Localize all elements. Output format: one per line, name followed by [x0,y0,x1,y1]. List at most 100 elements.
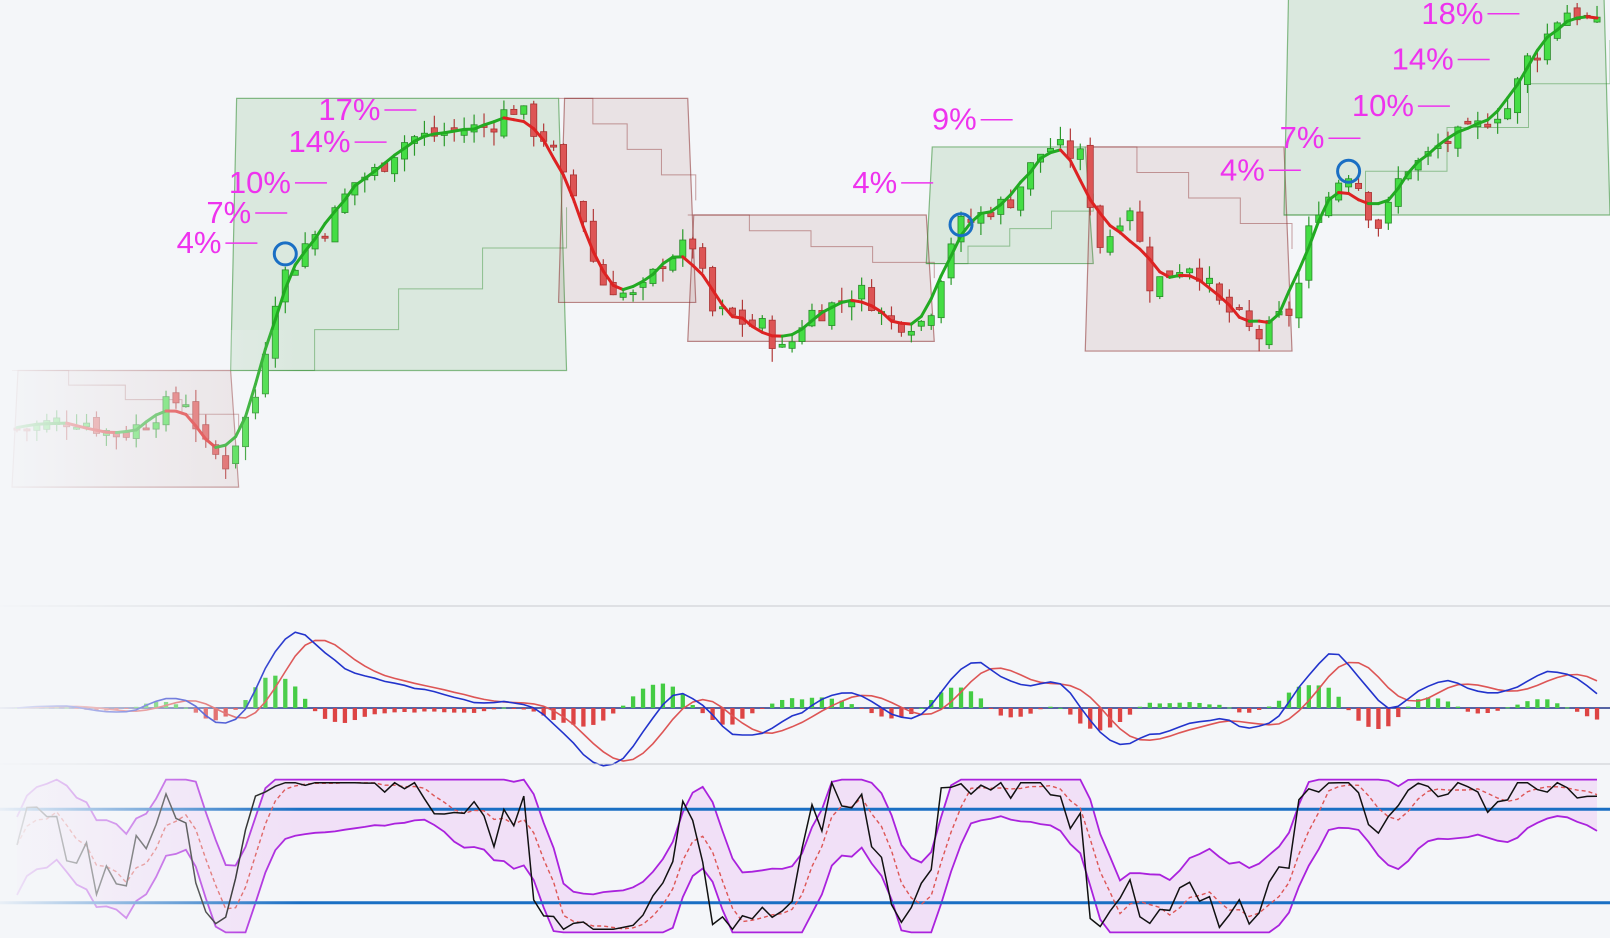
trend-segment [432,131,446,136]
trend-segment [94,428,108,434]
trend-segment [1039,151,1052,160]
candle-body [1533,57,1541,61]
macd-histogram-bar [273,675,278,708]
macd-histogram-bar [531,708,536,712]
candle [530,100,538,147]
trend-segment [1535,35,1549,52]
candle [1384,196,1392,230]
candle-body [172,392,180,404]
trend-segment [1088,198,1102,215]
oscillator-panel [0,778,1610,934]
candle-body [1106,236,1114,253]
trend-segment [999,193,1013,207]
trend-segment [661,255,675,266]
trend-segment [512,118,526,124]
trend-segment [363,169,377,181]
trend-segment [542,138,556,160]
trend-segment [939,254,953,278]
trend-segment [760,330,774,338]
trend-segment [273,287,287,322]
macd-histogram-bar [1227,707,1232,709]
trend-segment [850,298,864,304]
macd-histogram-bar [591,708,596,725]
trend-segment [1237,315,1251,323]
macd-histogram-bar [1584,708,1590,717]
candle [520,105,528,120]
trend-segment [780,333,794,338]
trend-segment [1217,294,1231,307]
macd-histogram-bar [1207,704,1212,708]
trend-segment [750,324,764,334]
candle-body [520,105,528,115]
trend-segment [343,184,357,202]
candle [758,315,766,332]
macd-histogram-bar [779,699,785,708]
candle-body [391,157,399,175]
macd-histogram-bar [1445,701,1451,708]
macd-histogram-bar [412,708,417,713]
macd-histogram-bar [1247,708,1252,713]
trend-segment [959,220,973,237]
trend-segment [552,156,566,177]
macd-histogram-bar [978,698,984,708]
trend-segment [691,263,705,277]
trend-segment [641,272,655,283]
candle [1444,131,1452,153]
macd-histogram-bar [571,708,576,725]
candle-body [232,445,240,465]
macd-histogram-bar [1157,703,1162,708]
candle-body [937,281,945,319]
trend-segment [1456,126,1470,134]
candle-body [321,235,329,239]
macd-histogram-bar [1187,702,1192,708]
macd-histogram-bar [1594,708,1600,720]
candle-body [1494,118,1502,124]
candle-body [927,315,935,326]
macd-histogram-bar [1396,708,1401,718]
macd-histogram-bar [988,708,994,709]
candle-body [669,258,677,271]
candle-body [1146,246,1154,292]
trend-segment [1207,286,1221,298]
candle-body [1007,199,1015,209]
trend-segment [1307,219,1321,249]
trend-segment [1555,19,1569,32]
candle [1156,276,1164,300]
trend-segment [1098,211,1112,228]
macd-histogram-bar [481,708,487,712]
trend-segment [1386,186,1400,202]
candle-body [500,109,508,137]
macd-histogram-bar [1097,708,1103,731]
candle-body [1086,144,1094,208]
trend-segment [1357,198,1370,206]
macd-histogram-bar [789,698,795,708]
macd-histogram-bar [233,708,238,710]
macd-histogram-bar [541,708,546,716]
macd-histogram-bar [1177,702,1182,708]
macd-histogram-bar [919,707,924,709]
trend-segment [711,288,725,307]
trend-segment [1406,160,1420,175]
candle-body [758,318,766,329]
macd-histogram-bar [1197,702,1202,708]
macd-histogram-bar [1038,708,1043,710]
macd-histogram-bar [601,708,606,721]
trend-segment [323,209,337,226]
candle-body [1126,210,1134,222]
trend-segment [492,116,506,124]
macd-histogram-bar [432,708,437,712]
candle [937,280,945,324]
trend-segment [1108,224,1122,234]
macd-histogram-bar [1475,708,1480,714]
macd-histogram-bar [839,700,844,708]
percent-label: 14% [289,124,351,159]
macd-histogram-bar [1495,708,1500,711]
trend-segment [393,146,407,157]
macd-histogram-bar [1406,706,1411,708]
trend-segment [422,132,436,138]
candle-body [629,292,637,296]
regime-stop-line [558,97,697,201]
candle [490,122,498,146]
trend-segment [929,274,943,301]
trend-segment [1138,247,1152,261]
